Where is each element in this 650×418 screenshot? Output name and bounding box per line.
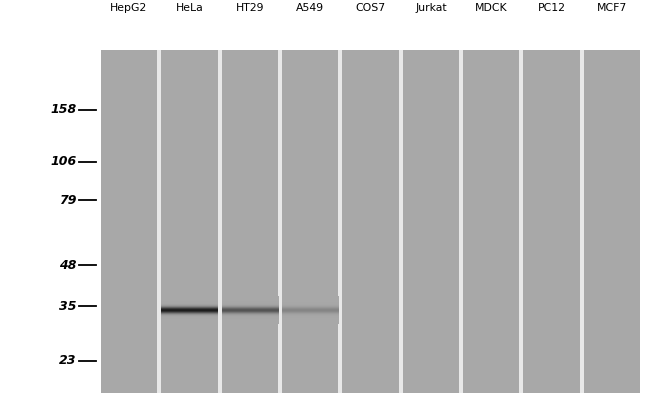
- Text: MCF7: MCF7: [597, 3, 627, 13]
- Text: 79: 79: [59, 194, 77, 207]
- Bar: [523, 50, 580, 393]
- Text: 35: 35: [59, 300, 77, 313]
- Text: HeLa: HeLa: [176, 3, 203, 13]
- Text: 158: 158: [51, 103, 77, 117]
- Text: MDCK: MDCK: [475, 3, 508, 13]
- Text: 48: 48: [59, 259, 77, 272]
- Bar: [161, 50, 218, 393]
- Text: Jurkat: Jurkat: [415, 3, 447, 13]
- Text: 106: 106: [51, 155, 77, 168]
- Bar: [101, 50, 157, 393]
- Bar: [101, 50, 640, 393]
- Text: A549: A549: [296, 3, 324, 13]
- Text: HT29: HT29: [235, 3, 264, 13]
- Text: PC12: PC12: [538, 3, 566, 13]
- Bar: [584, 50, 640, 393]
- Text: 23: 23: [59, 354, 77, 367]
- Bar: [222, 50, 278, 393]
- Bar: [343, 50, 398, 393]
- Bar: [463, 50, 519, 393]
- Text: HepG2: HepG2: [111, 3, 148, 13]
- Bar: [402, 50, 459, 393]
- Bar: [282, 50, 339, 393]
- Text: COS7: COS7: [356, 3, 385, 13]
